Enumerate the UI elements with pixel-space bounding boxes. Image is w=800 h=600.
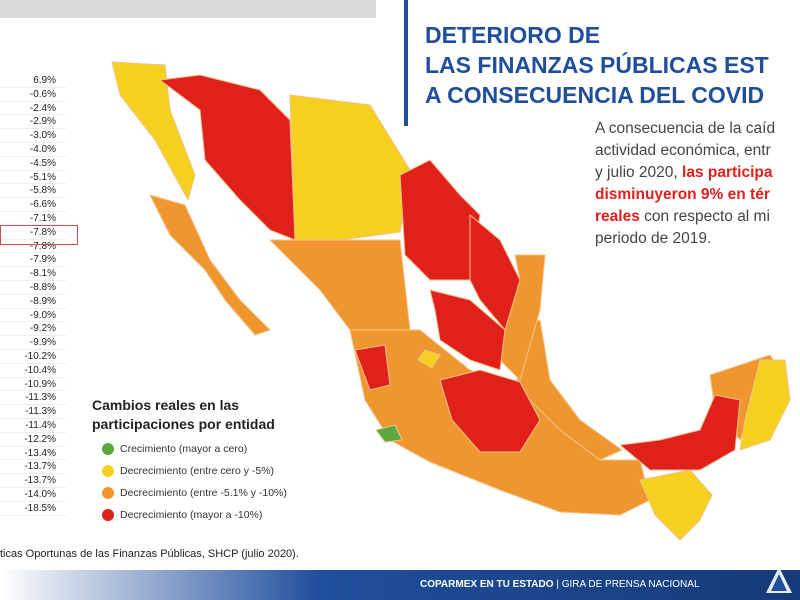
- summary-line: periodo de 2019.: [595, 230, 712, 247]
- legend-swatch: [102, 443, 114, 455]
- table-value: -10.4%: [0, 364, 66, 378]
- summary-text: y julio 2020,: [595, 164, 683, 181]
- legend-item: Crecimiento (mayor a cero): [102, 438, 287, 460]
- table-value: -13.7%: [0, 474, 66, 488]
- summary-line: actividad económica, entr: [595, 142, 771, 159]
- summary: A consecuencia de la caíd actividad econ…: [595, 118, 775, 250]
- table-value: -14.0%: [0, 488, 66, 502]
- table-value: -0.6%: [0, 88, 66, 102]
- table-value: -6.6%: [0, 198, 66, 212]
- table-value: -8.9%: [0, 295, 66, 309]
- legend-swatch: [102, 487, 114, 499]
- legend-label: Decrecimiento (entre -5.1% y -10%): [120, 487, 287, 499]
- summary-text: con respecto al mi: [639, 208, 770, 225]
- summary-line: y julio 2020, las participa: [595, 162, 775, 184]
- legend-swatch: [102, 509, 114, 521]
- state: [354, 344, 391, 391]
- table-value: -8.1%: [0, 267, 66, 281]
- table-value: -9.0%: [0, 309, 66, 323]
- table-value: -4.5%: [0, 157, 66, 171]
- legend-item: Decrecimiento (entre -5.1% y -10%): [102, 482, 287, 504]
- title-rule: [404, 0, 408, 126]
- title-line: LAS FINANZAS PÚBLICAS EST: [425, 52, 769, 78]
- table-value: -8.8%: [0, 281, 66, 295]
- map: [111, 61, 791, 541]
- footer-text: COPARMEX EN TU ESTADO | GIRA DE PRENSA N…: [420, 579, 700, 590]
- table-value: -5.8%: [0, 184, 66, 199]
- footer-bold: COPARMEX EN TU ESTADO: [420, 579, 554, 590]
- table-value: 6.9%: [0, 74, 66, 88]
- legend-title: participaciones por entidad: [92, 416, 275, 432]
- table-value: -9.2%: [0, 322, 66, 337]
- table-value: -7.9%: [0, 253, 66, 268]
- table-value: -2.4%: [0, 102, 66, 116]
- table-value: -10.9%: [0, 378, 66, 392]
- state: [439, 369, 541, 453]
- table-value: -9.9%: [0, 336, 66, 350]
- table-value: -11.3%: [0, 391, 66, 406]
- state: [159, 74, 296, 241]
- table-value: -11.4%: [0, 419, 66, 433]
- table-value: -11.3%: [0, 405, 66, 419]
- footer-band: [0, 570, 800, 600]
- state: [399, 159, 481, 281]
- state: [429, 289, 506, 371]
- state: [269, 239, 411, 341]
- legend: Cambios reales en las participaciones po…: [92, 396, 287, 526]
- source: ticas Oportunas de las Finanzas Públicas…: [0, 548, 299, 560]
- legend-label: Decrecimiento (entre cero y -5%): [120, 465, 275, 477]
- title-line: A CONSECUENCIA DEL COVID: [425, 82, 765, 108]
- table-value: -10.2%: [0, 350, 66, 364]
- table-value: -12.2%: [0, 433, 66, 447]
- state: [504, 319, 623, 461]
- state: [289, 94, 411, 241]
- legend-item: Decrecimiento (entre cero y -5%): [102, 460, 287, 482]
- legend-title: Cambios reales en las: [92, 397, 240, 413]
- state: [417, 349, 441, 369]
- table-value: -18.5%: [0, 502, 66, 516]
- summary-line: A consecuencia de la caíd: [595, 120, 776, 137]
- table-value: -3.0%: [0, 129, 66, 143]
- table-value: -13.7%: [0, 460, 66, 475]
- logo: [766, 567, 792, 593]
- legend-label: Decrecimiento (mayor a -10%): [120, 509, 263, 521]
- table-value: -7.8%: [0, 240, 66, 254]
- summary-line: reales con respecto al mi: [595, 206, 775, 228]
- legend-swatch: [102, 465, 114, 477]
- table-value: -5.1%: [0, 171, 66, 185]
- summary-bold: disminuyeron 9% en tér: [595, 186, 770, 203]
- table-value: -7.8%: [0, 226, 66, 240]
- legend-item: Decrecimiento (mayor a -10%): [102, 504, 287, 526]
- values-table: 6.9% -0.6% -2.4% -2.9% -3.0% -4.0% -4.5% -5.1% -…: [0, 74, 66, 516]
- legend-label: Crecimiento (mayor a cero): [120, 443, 248, 455]
- state: [639, 469, 713, 541]
- state: [619, 394, 741, 471]
- top-bar: [0, 0, 376, 18]
- summary-line: disminuyeron 9% en tér: [595, 184, 775, 206]
- table-value: -13.4%: [0, 447, 66, 461]
- table-value: -2.9%: [0, 115, 66, 130]
- summary-bold: reales: [595, 208, 640, 225]
- summary-bold: las participa: [682, 164, 773, 181]
- table-value: -4.0%: [0, 143, 66, 157]
- state: [111, 61, 196, 201]
- state: [149, 194, 271, 336]
- state: [375, 424, 403, 443]
- state: [739, 359, 791, 451]
- title-line: DETERIORO DE: [425, 22, 601, 48]
- footer-rest: | GIRA DE PRENSA NACIONAL: [556, 579, 700, 590]
- row-highlight: [0, 225, 78, 245]
